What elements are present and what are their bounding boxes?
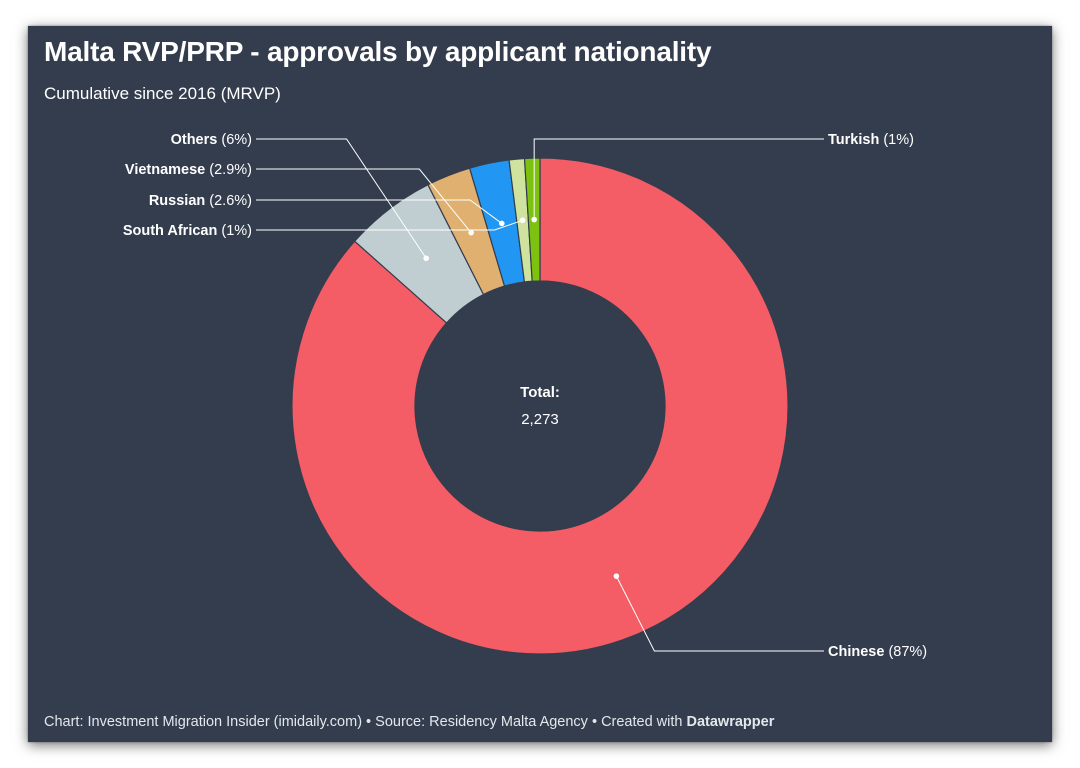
- slice-label-percent: (2.9%): [205, 162, 252, 178]
- slice-label-turkish: Turkish (1%): [828, 132, 914, 148]
- slice-label-percent: (6%): [217, 132, 252, 148]
- footer-brand: Datawrapper: [686, 714, 775, 730]
- slice-label-name: Turkish: [828, 132, 879, 148]
- leader-line-russian: [256, 199, 503, 224]
- slice-label-name: Vietnamese: [125, 162, 205, 178]
- center-total-value: 2,273: [521, 411, 559, 428]
- leader-line-others: [256, 138, 427, 259]
- leader-dot-vietnamese: [468, 229, 474, 236]
- slices-layer: [291, 157, 789, 655]
- leader-line-vietnamese: [256, 168, 472, 233]
- leader-lines-layer: [256, 138, 824, 652]
- leader-line-turkish: [533, 138, 824, 220]
- slice-label-name: South African: [123, 223, 218, 239]
- slice-label-chinese: Chinese (87%): [828, 644, 927, 660]
- slice-label-vietnamese: Vietnamese (2.9%): [125, 162, 252, 178]
- slice-label-percent: (2.6%): [205, 193, 252, 209]
- leader-line-chinese: [615, 575, 824, 652]
- leader-dot-russian: [498, 220, 505, 227]
- slice-label-name: Chinese: [828, 644, 884, 660]
- leader-dot-chinese: [613, 573, 620, 579]
- leader-dot-south-african: [519, 217, 526, 224]
- chart-card: Malta RVP/PRP - approvals by applicant n…: [28, 26, 1052, 742]
- slice-label-russian: Russian (2.6%): [149, 193, 252, 209]
- slice-label-percent: (87%): [884, 644, 927, 660]
- footer-credits: Chart: Investment Migration Insider (imi…: [44, 714, 687, 730]
- slice-chinese: [291, 157, 789, 655]
- leader-line-south-african: [256, 219, 523, 231]
- slice-label-percent: (1%): [879, 132, 914, 148]
- slice-label-percent: (1%): [217, 223, 252, 239]
- chart-footer: Chart: Investment Migration Insider (imi…: [44, 714, 774, 730]
- leader-dot-others: [423, 255, 429, 262]
- center-total-label: Total:: [520, 384, 560, 401]
- chart-title: Malta RVP/PRP - approvals by applicant n…: [44, 36, 712, 67]
- slice-labels-layer: Chinese (87%) Others (6%) Vietnamese (2.9%…: [123, 132, 927, 660]
- slice-label-name: Others: [171, 132, 218, 148]
- slice-label-others: Others (6%): [171, 132, 252, 148]
- chart-subtitle: Cumulative since 2016 (MRVP): [44, 84, 281, 103]
- leader-dot-turkish: [531, 216, 537, 223]
- slice-label-south-african: South African (1%): [123, 223, 252, 239]
- slice-label-name: Russian: [149, 193, 205, 209]
- donut-chart: Chinese (87%) Others (6%) Vietnamese (2.9%…: [123, 132, 927, 660]
